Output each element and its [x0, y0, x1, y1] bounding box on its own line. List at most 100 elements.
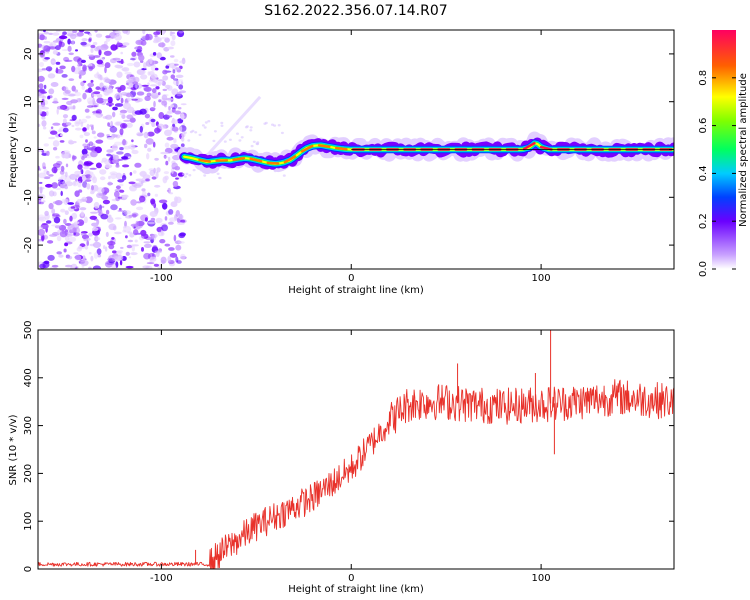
noise-speckle — [48, 32, 54, 36]
noise-speckle — [44, 31, 49, 35]
noise-speckle — [173, 58, 179, 63]
noise-speckle — [170, 40, 176, 47]
noise-speckle — [147, 221, 156, 225]
noise-speckle — [72, 232, 80, 237]
noise-speckle — [38, 75, 45, 82]
noise-speckle — [105, 209, 110, 215]
noise-speckle — [155, 80, 164, 85]
noise-speckle — [106, 102, 114, 106]
noise-speckle — [125, 235, 128, 239]
noise-speckle — [143, 86, 152, 92]
noise-speckle — [178, 30, 184, 34]
noise-speckle — [77, 64, 81, 67]
noise-speckle — [117, 179, 125, 183]
noise-speckle — [78, 189, 83, 193]
noise-speckle — [144, 243, 152, 248]
noise-speckle — [80, 81, 85, 87]
noise-speckle — [127, 231, 133, 234]
noise-speckle — [97, 207, 103, 214]
noise-speckle — [104, 246, 108, 252]
noise-speckle — [167, 255, 171, 263]
noise-speckle — [129, 58, 136, 61]
noise-speckle — [47, 254, 55, 261]
noise-speckle — [203, 126, 207, 129]
noise-speckle — [170, 74, 176, 79]
noise-speckle — [90, 211, 99, 214]
noise-speckle — [179, 232, 187, 237]
noise-speckle — [138, 235, 145, 241]
noise-speckle — [273, 124, 277, 127]
noise-speckle — [43, 176, 51, 180]
noise-speckle — [71, 263, 77, 268]
noise-speckle — [82, 64, 87, 72]
y-tick-label: 500 — [23, 320, 34, 339]
noise-speckle — [131, 212, 139, 217]
noise-speckle — [171, 162, 178, 170]
noise-speckle — [152, 52, 157, 56]
noise-speckle — [81, 231, 88, 234]
noise-speckle — [161, 224, 169, 232]
noise-speckle — [139, 108, 147, 115]
noise-speckle — [141, 247, 144, 252]
noise-speckle — [131, 51, 137, 57]
noise-speckle — [64, 171, 68, 178]
noise-speckle — [183, 131, 187, 134]
noise-speckle — [150, 73, 158, 80]
noise-speckle — [149, 84, 158, 87]
noise-speckle — [121, 156, 129, 160]
noise-speckle — [145, 122, 150, 125]
x-tick-label: -100 — [150, 573, 173, 584]
noise-speckle — [76, 32, 84, 37]
noise-speckle — [74, 254, 82, 261]
noise-speckle — [86, 123, 90, 130]
x-tick-label: 0 — [348, 273, 354, 284]
noise-speckle — [127, 156, 131, 159]
colorbar-tick-label: 0.4 — [698, 165, 709, 181]
noise-speckle — [51, 60, 56, 64]
y-tick-label: 200 — [23, 464, 34, 483]
noise-speckle — [90, 47, 94, 54]
noise-speckle — [156, 38, 162, 41]
noise-speckle — [131, 139, 134, 143]
noise-speckle — [120, 122, 128, 129]
noise-speckle — [145, 178, 151, 182]
noise-speckle — [90, 255, 94, 262]
noise-speckle — [64, 59, 73, 63]
noise-speckle — [47, 240, 54, 244]
noise-speckle — [122, 164, 130, 168]
noise-speckle — [162, 202, 168, 210]
noise-speckle — [93, 105, 97, 108]
noise-speckle — [81, 59, 86, 64]
noise-speckle — [64, 89, 71, 94]
noise-speckle — [68, 154, 72, 158]
noise-speckle — [104, 164, 113, 169]
noise-speckle — [95, 162, 102, 169]
y-tick-label: 300 — [23, 416, 34, 435]
ridge-peak — [232, 156, 246, 162]
noise-speckle — [150, 64, 157, 72]
noise-speckle — [41, 223, 48, 226]
noise-speckle — [90, 79, 94, 83]
noise-speckle — [212, 139, 216, 143]
noise-speckle — [176, 260, 182, 264]
noise-speckle — [218, 176, 221, 180]
noise-speckle — [138, 54, 145, 62]
noise-speckle — [155, 121, 159, 127]
noise-speckle — [158, 199, 168, 204]
noise-speckle — [104, 159, 111, 166]
noise-speckle — [119, 109, 128, 114]
noise-speckle — [143, 131, 149, 139]
noise-speckle — [149, 211, 158, 217]
y-tick-label: -10 — [23, 189, 34, 205]
noise-speckle — [59, 140, 65, 143]
noise-speckle — [161, 100, 168, 106]
noise-speckle — [172, 78, 179, 81]
noise-speckle — [146, 92, 152, 97]
noise-speckle — [114, 93, 121, 100]
noise-speckle — [156, 167, 161, 173]
noise-speckle — [144, 143, 148, 149]
noise-speckle — [40, 234, 45, 241]
noise-speckle — [71, 124, 75, 128]
noise-speckle — [106, 153, 112, 157]
noise-speckle — [84, 179, 92, 182]
